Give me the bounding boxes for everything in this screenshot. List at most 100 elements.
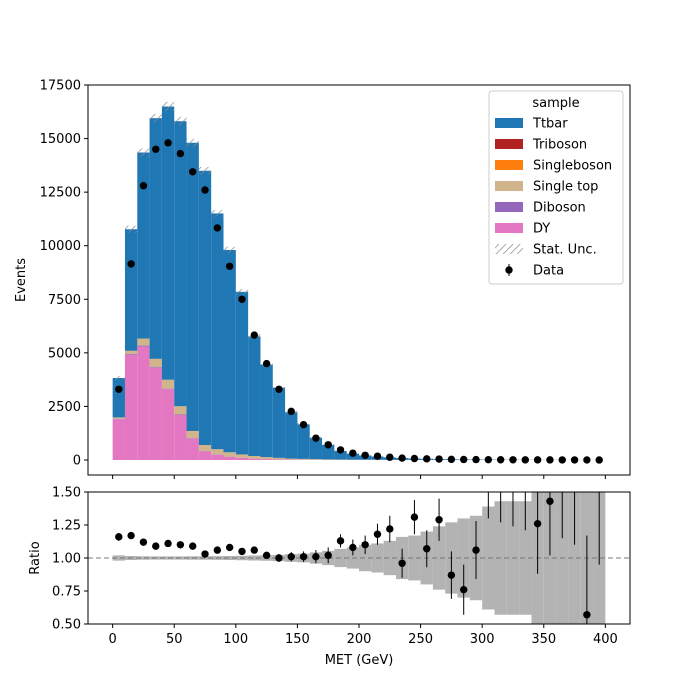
ratio-unc-bin (568, 492, 581, 624)
data-point (423, 455, 431, 463)
ratio-point (533, 519, 542, 528)
ratio-point (189, 542, 197, 550)
ratio-point (546, 497, 554, 505)
data-point (201, 186, 209, 194)
legend-label-dy: DY (533, 222, 550, 237)
bar-ttbar (285, 412, 298, 459)
bar-single-top (211, 449, 224, 455)
legend-label-singleboson: Singleboson (533, 159, 612, 174)
data-point (595, 456, 603, 464)
legend-label-diboson: Diboson (533, 201, 586, 216)
legend-swatch-ttbar (495, 118, 523, 128)
ratio-point (485, 482, 492, 489)
ratio-point (115, 533, 123, 541)
ratio-point (423, 545, 431, 553)
bar-single-top (161, 379, 175, 389)
bar-diboson (174, 414, 187, 415)
bar-ttbar (272, 387, 286, 458)
bar-ttbar (112, 378, 125, 418)
data-point (509, 456, 517, 464)
bar-ttbar (235, 291, 249, 455)
stat-unc-bin (137, 148, 150, 157)
stat-unc-bin (124, 225, 138, 233)
legend-label-single-top: Single top (533, 180, 598, 195)
data-point (533, 456, 542, 464)
stat-unc-bin (198, 166, 212, 175)
bar-ttbar (334, 451, 347, 460)
y-tick-label: 7500 (48, 293, 81, 308)
bar-single-top (149, 358, 162, 368)
ratio-unc-bin (248, 555, 261, 561)
data-point (373, 452, 382, 460)
bar-dy (198, 451, 212, 460)
bar-dy (260, 459, 273, 460)
data-point (189, 168, 197, 176)
ratio-point (410, 513, 419, 521)
y-tick-label: 5000 (48, 346, 81, 361)
data-point (115, 385, 123, 393)
ratio-point (324, 551, 332, 560)
ratio-y-tick-label: 1.50 (52, 486, 81, 501)
ratio-point (336, 537, 345, 545)
data-point (275, 385, 283, 393)
ratio-point (152, 542, 160, 550)
y-tick-label: 10000 (40, 239, 81, 254)
y-tick-label: 12500 (40, 186, 81, 201)
bar-diboson (137, 345, 150, 347)
stat-unc-bin (161, 101, 175, 111)
stat-unc-bin (235, 289, 249, 295)
x-tick-label: 350 (531, 632, 556, 647)
stat-unc-bin (211, 209, 224, 217)
ratio-point (373, 530, 382, 538)
ratio-y-tick-label: 1.25 (52, 519, 81, 534)
ratio-point (139, 538, 148, 546)
ratio-unc-bin (359, 544, 372, 572)
ratio-point (213, 546, 222, 554)
bar-ttbar (149, 118, 162, 359)
ratio-unc-bin (432, 526, 446, 590)
bar-single-top (309, 459, 323, 460)
data-point (152, 145, 160, 153)
data-point (472, 455, 480, 464)
bar-single-top (260, 457, 273, 460)
bar-dy (186, 438, 199, 460)
x-tick-label: 100 (223, 632, 248, 647)
bar-single-top (186, 431, 199, 439)
data-point (546, 456, 554, 464)
ratio-point (201, 550, 209, 558)
ratio-y-tick-label: 0.50 (52, 618, 81, 633)
data-point (213, 224, 222, 232)
data-point (398, 454, 406, 462)
data-point (361, 451, 369, 459)
ratio-point (472, 546, 480, 554)
ratio-y-ticks: 0.50 0.75 1.00 1.25 1.50 (52, 486, 88, 633)
bar-single-top (124, 350, 138, 355)
stat-unc-bin (149, 113, 162, 123)
ratio-point (361, 541, 369, 549)
legend-label-data: Data (533, 264, 564, 279)
ratio-point (275, 554, 283, 562)
bar-diboson (149, 367, 162, 368)
data-point (139, 182, 148, 190)
ratio-point (447, 571, 456, 579)
x-tick-label: 50 (166, 632, 183, 647)
ratio-point (312, 552, 320, 561)
data-point (299, 420, 308, 429)
ratio-point (349, 543, 357, 552)
ratio-ylabel: Ratio (28, 541, 43, 574)
ratio-x-ticks: 0 50 100 150 200 250 300 350 400 (108, 624, 618, 647)
bar-dy (235, 457, 249, 460)
ratio-unc-bin (137, 556, 150, 560)
bar-ttbar (174, 121, 187, 407)
data-point (435, 455, 443, 463)
legend-title: sample (532, 96, 579, 111)
bar-ttbar (322, 444, 335, 460)
bar-ttbar (124, 229, 138, 351)
main-panel: 0 2500 5000 7500 10000 12500 15000 17500 Events… (14, 79, 631, 479)
legend-label-stat-unc: Stat. Unc. (533, 243, 597, 258)
main-x-ticks (112, 475, 606, 479)
ratio-y-tick-label: 0.75 (52, 585, 81, 600)
bar-diboson (124, 354, 138, 355)
bar-ttbar (186, 142, 199, 431)
